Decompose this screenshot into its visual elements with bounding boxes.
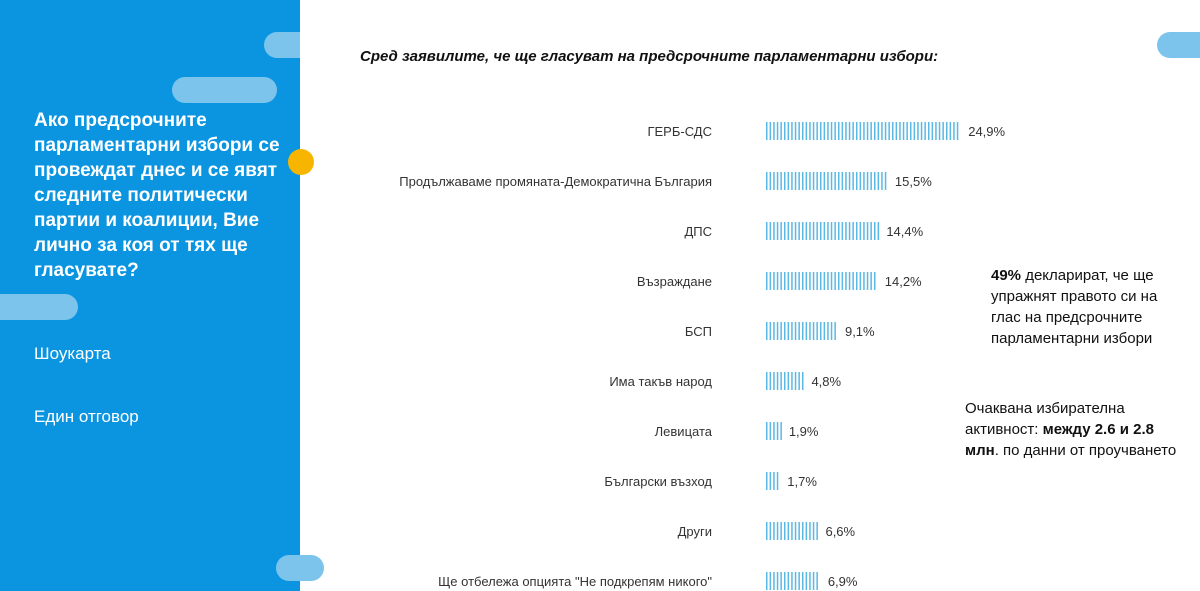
- bar: [766, 422, 782, 440]
- sidebar-panel: Ако предсрочните парламентарни избори се…: [0, 0, 300, 591]
- category-label: ГЕРБ-СДС: [647, 124, 712, 139]
- category-label: Ще отбележа опцията "Не подкрепям никого…: [438, 574, 712, 589]
- bar: [766, 522, 818, 540]
- bar: [766, 272, 876, 290]
- turnout-declared-text: декларират, че ще упражнят правото си на…: [991, 267, 1158, 347]
- bar: [766, 572, 818, 590]
- decorative-pill: [264, 32, 300, 58]
- decorative-pill: [172, 77, 277, 103]
- value-label: 6,9%: [828, 574, 858, 589]
- survey-method: Шоукарта: [34, 344, 111, 363]
- value-label: 14,4%: [886, 224, 923, 239]
- category-label: БСП: [685, 324, 712, 339]
- value-label: 4,8%: [811, 374, 841, 389]
- value-label: 24,9%: [968, 124, 1005, 139]
- decorative-pill: [0, 294, 78, 320]
- category-label: Български възход: [604, 474, 712, 489]
- value-label: 14,2%: [885, 274, 922, 289]
- category-label: Възраждане: [637, 274, 712, 289]
- bar: [766, 472, 779, 490]
- value-label: 1,7%: [787, 474, 817, 489]
- category-label: Има такъв народ: [609, 374, 712, 389]
- expected-turnout-suffix: . по данни от проучването: [994, 442, 1177, 459]
- bar: [766, 222, 880, 240]
- expected-turnout-range: между 2.6 и 2.8 млн: [965, 421, 1154, 459]
- decorative-pill: [276, 555, 324, 581]
- value-label: 6,6%: [825, 524, 855, 539]
- answer-type: Един отговор: [34, 407, 139, 426]
- expected-turnout-prefix: Очаквана избирателна активност:: [965, 400, 1125, 438]
- turnout-declared-value: 49%: [991, 267, 1022, 284]
- bar: [766, 172, 887, 190]
- expected-turnout-note: Очаквана избирателна активност: между 2.…: [965, 398, 1180, 461]
- value-label: 15,5%: [895, 174, 932, 189]
- turnout-declared-note: 49% декларират, че ще упражнят правото с…: [991, 265, 1186, 349]
- value-label: 9,1%: [845, 324, 875, 339]
- category-label: Други: [678, 524, 712, 539]
- bar: [766, 322, 836, 340]
- value-label: 1,9%: [789, 424, 819, 439]
- chart-title: Сред заявилите, че ще гласуват на предср…: [360, 48, 939, 65]
- decorative-pill: [1157, 32, 1200, 58]
- bar: [766, 372, 804, 390]
- bar: [766, 122, 959, 140]
- category-label: ДПС: [684, 224, 712, 239]
- decorative-dot: [288, 149, 314, 175]
- category-label: Левицата: [655, 424, 713, 439]
- category-label: Продължаваме промяната-Демократична Бълг…: [399, 174, 712, 189]
- survey-question: Ако предсрочните парламентарни избори се…: [34, 110, 280, 281]
